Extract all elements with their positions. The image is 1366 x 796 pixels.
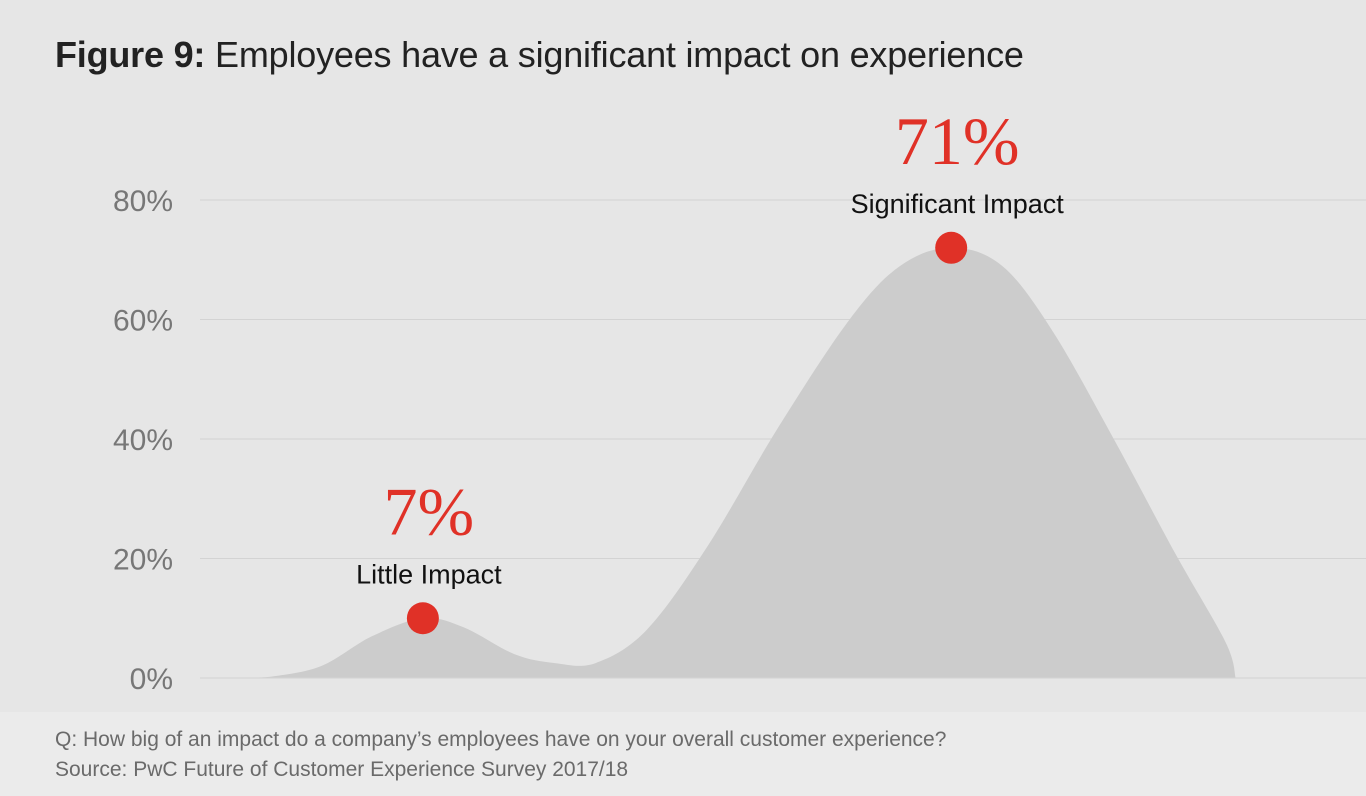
source-note: Source: PwC Future of Customer Experienc… — [55, 758, 629, 781]
data-point-little-impact — [406, 602, 439, 635]
chart-title: Figure 9: Employees have a significant i… — [55, 34, 1024, 76]
category-label-significant-impact: Significant Impact — [851, 189, 1065, 219]
y-tick-label-40: 40% — [113, 424, 173, 457]
chart-title-text: Employees have a significant impact on e… — [215, 34, 1024, 75]
distribution-area — [240, 247, 1236, 679]
chart-title-figure-number: Figure 9: — [55, 34, 206, 75]
area-chart: 0% 20% 40% 60% 80% Little Impact 7% Significant… — [113, 103, 1366, 696]
data-point-significant-impact — [935, 231, 968, 264]
value-label-little-impact: 7% — [384, 473, 475, 549]
y-tick-label-20: 20% — [113, 544, 173, 577]
y-tick-label-60: 60% — [113, 305, 173, 338]
footer-background — [0, 712, 1366, 796]
survey-question: Q: How big of an impact do a company’s e… — [55, 728, 947, 751]
category-label-little-impact: Little Impact — [356, 559, 502, 589]
y-tick-label-0: 0% — [130, 663, 173, 696]
value-label-significant-impact: 71% — [895, 103, 1020, 179]
y-tick-label-80: 80% — [113, 185, 173, 218]
